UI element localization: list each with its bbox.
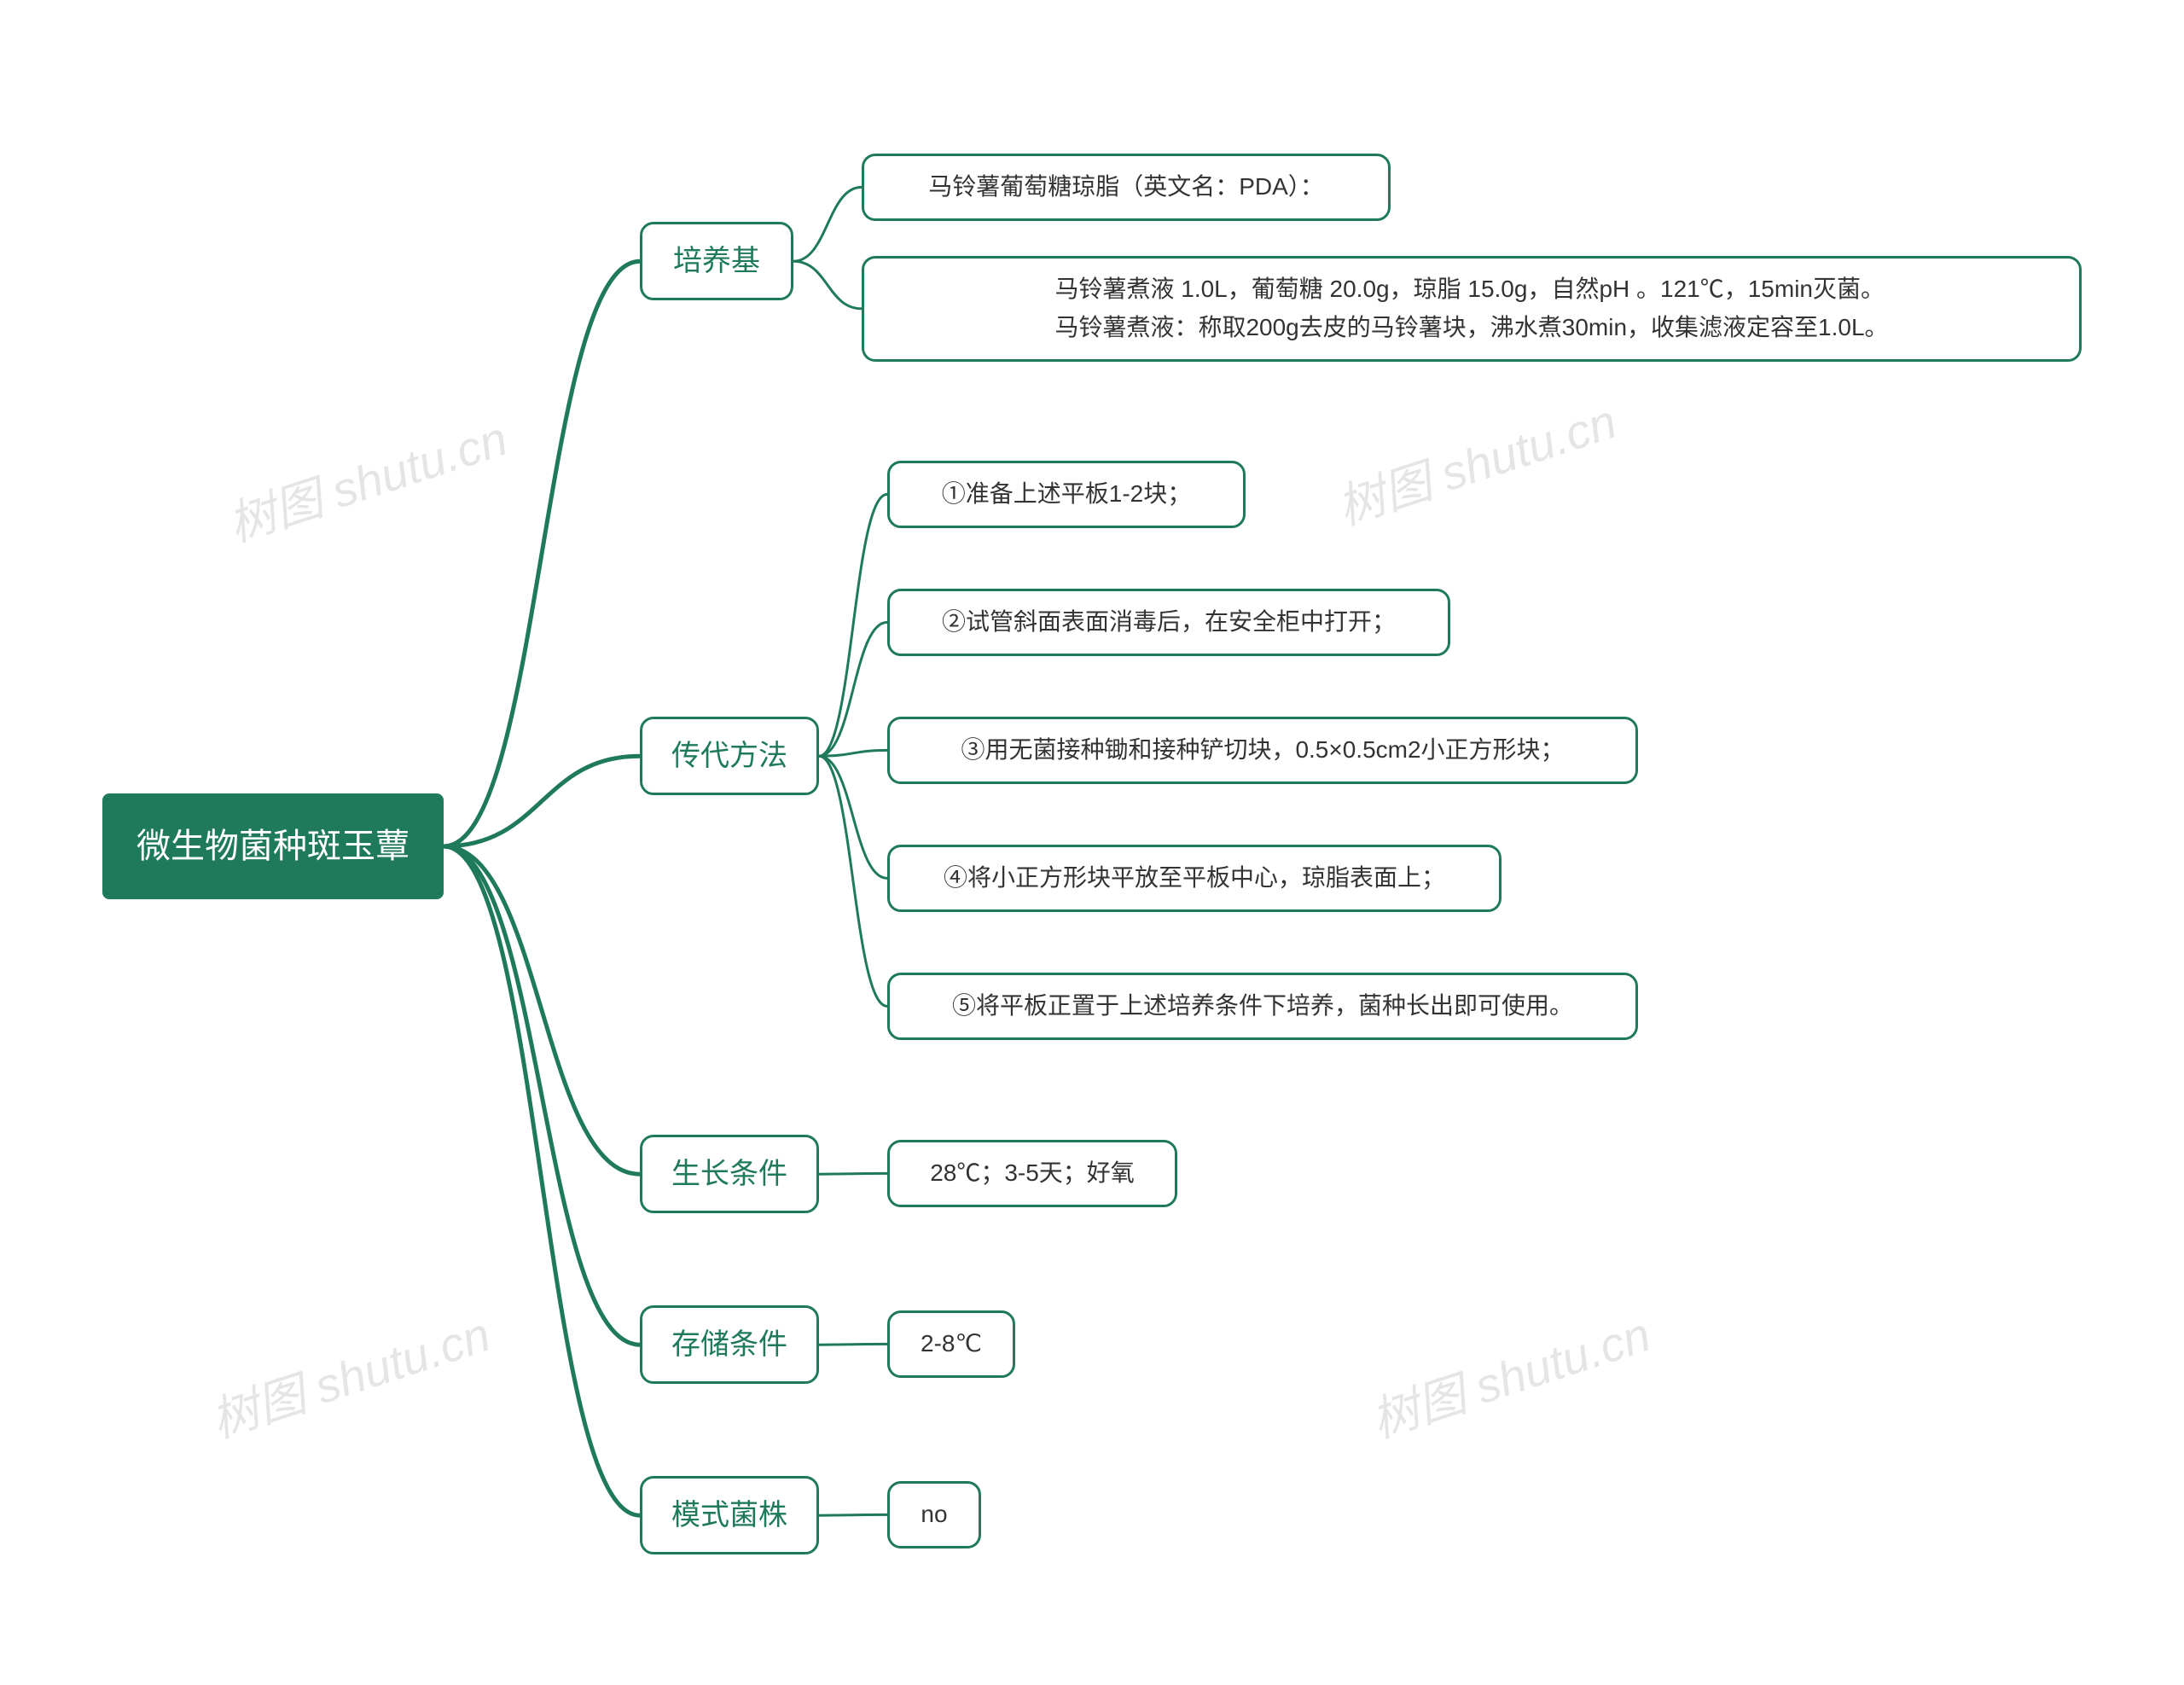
leaf-step-2: ②试管斜面表面消毒后，在安全柜中打开； — [887, 589, 1450, 656]
branch-subculture-method: 传代方法 — [640, 717, 819, 795]
watermark: 树图 shutu.cn — [218, 401, 515, 556]
leaf-growth-value: 28℃；3-5天；好氧 — [887, 1140, 1177, 1207]
watermark: 树图 shutu.cn — [1327, 384, 1624, 539]
leaf-step-4: ④将小正方形块平放至平板中心，琼脂表面上； — [887, 845, 1502, 912]
branch-type-strain: 模式菌株 — [640, 1476, 819, 1554]
branch-culture-medium: 培养基 — [640, 222, 793, 300]
leaf-step-3: ③用无菌接种锄和接种铲切块，0.5×0.5cm2小正方形块； — [887, 717, 1638, 784]
leaf-step-5: ⑤将平板正置于上述培养条件下培养，菌种长出即可使用。 — [887, 973, 1638, 1040]
mindmap-root: 微生物菌种斑玉蕈 — [102, 793, 444, 899]
watermark: 树图 shutu.cn — [1362, 1297, 1658, 1452]
branch-storage-conditions: 存储条件 — [640, 1305, 819, 1384]
leaf-step-1: ①准备上述平板1-2块； — [887, 461, 1246, 528]
leaf-pda-name: 马铃薯葡萄糖琼脂（英文名：PDA）： — [862, 154, 1391, 221]
leaf-typestrain-value: no — [887, 1481, 981, 1548]
branch-growth-conditions: 生长条件 — [640, 1135, 819, 1213]
watermark: 树图 shutu.cn — [201, 1297, 498, 1452]
leaf-pda-recipe: 马铃薯煮液 1.0L，葡萄糖 20.0g，琼脂 15.0g，自然pH 。121℃… — [862, 256, 2082, 362]
leaf-storage-value: 2-8℃ — [887, 1310, 1015, 1378]
